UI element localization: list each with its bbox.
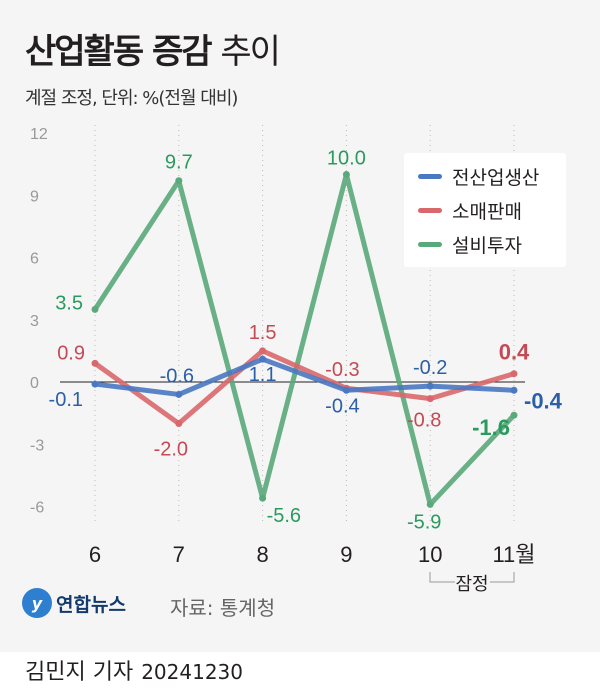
author: 김민지 기자 [25, 660, 134, 685]
data-point [426, 382, 434, 390]
data-point [342, 386, 350, 394]
provisional-label: 잠정 [455, 574, 488, 595]
x-tick-label: 10 [418, 542, 442, 567]
data-point [91, 359, 99, 367]
data-point [175, 390, 183, 398]
data-label: -0.2 [413, 357, 447, 379]
provisional-bracket [429, 572, 515, 583]
data-point [342, 171, 350, 178]
y-tick-label: 3 [30, 313, 39, 330]
legend-item: 소매판매 [418, 197, 522, 224]
source: 자료: 통계청 [170, 596, 276, 620]
line-chart: 6 7 8 9 10 11월 12 9 6 3 0 -3 -6 잠정 -0.1 -0.6 1.1 -0.4 -0.2… [30, 125, 563, 595]
data-label: 0.9 [57, 342, 85, 364]
data-point [426, 500, 434, 508]
data-label: -5.6 [267, 505, 301, 527]
data-point [259, 494, 267, 502]
data-label: 3.5 [55, 292, 83, 314]
legend-label: 소매판매 [452, 201, 522, 223]
title-light: 추이 [220, 32, 281, 72]
data-point [259, 347, 267, 355]
yonhap-logo: y 연합뉴스 [22, 588, 126, 618]
x-tick-label: 6 [89, 542, 101, 567]
x-tick-label: 11월 [492, 542, 535, 567]
data-label: -5.9 [407, 511, 441, 533]
data-point [426, 395, 434, 403]
chart-subtitle: 계절 조정, 단위: %(전월 대비) [25, 88, 238, 109]
data-point [510, 386, 518, 394]
data-label: -0.3 [325, 359, 359, 381]
data-point [175, 420, 183, 427]
y-tick-label: 0 [30, 375, 39, 392]
data-point [259, 355, 267, 363]
data-point [91, 305, 99, 313]
x-tick-label: 7 [173, 542, 185, 567]
data-label: 0.4 [499, 340, 530, 365]
infographic: 산업활동 증감 추이 계절 조정, 단위: %(전월 대비) 6 7 8 9 10 11월… [22, 24, 566, 620]
data-point [175, 177, 183, 185]
data-label: -0.8 [407, 410, 441, 432]
chart-title: 산업활동 증감 추이 [25, 24, 281, 73]
y-tick-label: 6 [30, 251, 39, 268]
legend-label: 설비투자 [452, 235, 522, 257]
date: 20241230 [141, 660, 243, 684]
y-tick-label: 12 [30, 126, 48, 143]
legend-item: 설비투자 [418, 231, 522, 258]
data-label: 10.0 [327, 148, 366, 170]
y-tick-label: 9 [30, 188, 39, 205]
data-label: -2.0 [154, 439, 188, 461]
data-label: 1.1 [249, 364, 277, 386]
series-line-설비투자 [92, 172, 516, 507]
data-label: -1.6 [472, 415, 510, 440]
series-line-전산업생산 [94, 356, 515, 397]
y-tick-label: -3 [30, 437, 44, 454]
legend-swatch [418, 242, 442, 247]
data-label: -0.6 [160, 365, 194, 387]
x-tick-label: 9 [340, 542, 352, 567]
title-bold: 산업활동 증감 [25, 32, 213, 72]
data-label: 9.7 [165, 152, 193, 174]
legend-swatch [418, 174, 442, 179]
x-tick-label: 8 [256, 542, 268, 567]
data-label: -0.4 [325, 395, 359, 417]
logo-text: 연합뉴스 [56, 593, 126, 616]
legend-label: 전산업생산 [452, 167, 540, 189]
logo-icon: y [22, 588, 52, 618]
legend-item: 전산업생산 [418, 163, 539, 190]
data-label: -0.1 [49, 389, 83, 411]
series-line-소매판매 [93, 348, 515, 426]
data-label: 1.5 [249, 322, 277, 344]
legend-swatch [418, 208, 442, 213]
y-tick-label: -6 [30, 500, 44, 517]
data-point [91, 380, 99, 388]
data-label: -0.4 [524, 388, 563, 413]
data-point [510, 411, 518, 419]
data-point [510, 370, 518, 378]
byline: 김민지 기자 20241230 [25, 654, 243, 686]
